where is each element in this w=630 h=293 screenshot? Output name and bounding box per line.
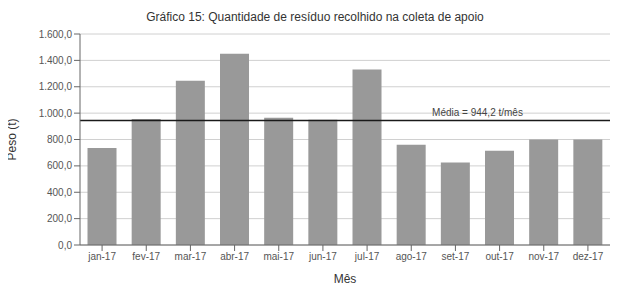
html-text:Gráfico 15: Quantidade de resí: Gráfico 15: Quantidade de resíduo recolh… [146,10,484,24]
svg-text:Média = 944,2 t/mês: Média = 944,2 t/mês [432,107,523,118]
svg-text:fev-17: fev-17 [132,251,160,262]
svg-text:jan-17: jan-17 [87,251,116,262]
svg-text:200,0: 200,0 [47,213,72,224]
svg-text:1.600,0: 1.600,0 [39,29,73,40]
svg-text:1.200,0: 1.200,0 [39,81,73,92]
svg-text:Peso (t): Peso (t) [8,118,19,160]
svg-text:nov-17: nov-17 [528,251,559,262]
svg-text:dez-17: dez-17 [573,251,604,262]
svg-text:800,0: 800,0 [47,134,72,145]
svg-text:jun-17: jun-17 [308,251,337,262]
svg-text:0,0: 0,0 [58,240,72,251]
svg-text:out-17: out-17 [485,251,514,262]
svg-text:600,0: 600,0 [47,160,72,171]
svg-text:ago-17: ago-17 [396,251,428,262]
svg-text:abr-17: abr-17 [220,251,249,262]
svg-text:set-17: set-17 [442,251,470,262]
svg-text:jul-17: jul-17 [354,251,380,262]
svg-text:1.400,0: 1.400,0 [39,55,73,66]
svg-text:Mês: Mês [334,272,357,285]
svg-text:400,0: 400,0 [47,187,72,198]
svg-text:1.000,0: 1.000,0 [39,108,73,119]
svg-text:mai-17: mai-17 [263,251,294,262]
svg-text:mar-17: mar-17 [175,251,207,262]
